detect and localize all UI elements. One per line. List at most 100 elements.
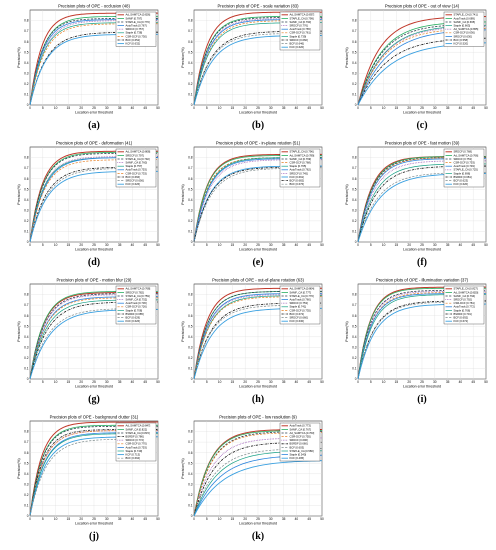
y-tick-label: 0.1 xyxy=(188,230,193,234)
y-tick-label: 0.6 xyxy=(24,40,29,44)
y-tick-label: 0.3 xyxy=(24,71,29,75)
x-tick-label: 10 xyxy=(382,380,386,384)
legend-entry: Staple [0.765] xyxy=(290,164,307,168)
x-tick-label: 30 xyxy=(105,106,109,110)
x-axis-label: Location error threshold xyxy=(239,248,277,252)
series-line xyxy=(29,293,158,380)
y-tick-label: 0 xyxy=(355,377,357,381)
legend-entry: Ad_SAMTCA [0.804] xyxy=(290,287,315,291)
x-tick-label: 5 xyxy=(206,243,208,247)
legend-entry: AutoTrack [0.767] xyxy=(126,24,147,28)
legend-entry: BCF [0.682] xyxy=(290,179,305,183)
legend-entry: BCF [0.652] xyxy=(126,38,141,42)
legend-entry: CSR-DCF [0.770] xyxy=(126,442,147,446)
panel-label: (k) xyxy=(252,531,264,542)
legend-entry: Ad_SAMTCA [0.763] xyxy=(290,431,315,435)
x-tick-label: 35 xyxy=(282,106,286,110)
legend-entry: BCF [0.558] xyxy=(454,38,469,42)
y-tick-label: 0.8 xyxy=(352,293,357,297)
legend: Ad_SAMTCA [0.768]SRDCF [0.782]STAPLE_CA … xyxy=(115,285,157,325)
x-tick-label: 50 xyxy=(484,380,488,384)
x-tick-label: 30 xyxy=(269,243,273,247)
x-tick-label: 45 xyxy=(307,243,311,247)
panel-label: (g) xyxy=(88,394,100,405)
y-tick-label: 0.4 xyxy=(24,198,29,202)
legend-entry: SRDCF [0.745] xyxy=(290,171,308,175)
legend: Ad_SAMTCA [0.837]STAPLE_CA [0.799]SAMF_C… xyxy=(279,11,321,51)
x-tick-label: 45 xyxy=(471,243,475,247)
x-tick-label: 5 xyxy=(206,517,208,521)
legend-entry: Staple [0.696] xyxy=(454,171,471,175)
legend-entry: STAPLE_CA [0.799] xyxy=(290,16,314,20)
y-tick-label: 0.7 xyxy=(352,303,357,307)
legend-entry: BCF [0.603] xyxy=(290,445,305,449)
x-tick-label: 35 xyxy=(118,517,122,521)
x-tick-label: 20 xyxy=(243,380,247,384)
x-tick-label: 50 xyxy=(484,243,488,247)
y-tick-label: 0.8 xyxy=(24,293,29,297)
y-tick-label: 0.8 xyxy=(188,19,193,23)
x-tick-label: 5 xyxy=(206,380,208,384)
legend-entry: CSR-DCF [0.730] xyxy=(126,34,147,38)
legend-entry: SRDCF [0.630] xyxy=(454,34,472,38)
series-line xyxy=(193,448,323,517)
x-tick-label: 45 xyxy=(307,380,311,384)
legend-entry: BCF [0.692] xyxy=(454,316,469,320)
x-tick-label: 20 xyxy=(243,106,247,110)
x-tick-label: 25 xyxy=(92,106,96,110)
x-tick-label: 30 xyxy=(105,517,109,521)
x-tick-label: 50 xyxy=(320,380,324,384)
y-tick-label: 0.6 xyxy=(352,314,357,318)
x-tick-label: 20 xyxy=(79,243,83,247)
x-tick-label: 0 xyxy=(193,243,195,247)
legend-entry: STAPLE_CA [0.725] xyxy=(454,168,478,172)
legend-entry: STAPLE_CA [0.580] xyxy=(290,449,314,453)
series-line xyxy=(357,25,487,106)
x-tick-label: 10 xyxy=(382,243,386,247)
legend-entry: BCF [0.666] xyxy=(126,175,141,179)
chart-title: Precision plots of OPE - out of view (14… xyxy=(385,4,460,9)
legend-entry: SAMF_CA [0.665] xyxy=(454,20,476,24)
x-tick-label: 30 xyxy=(433,243,437,247)
y-tick-label: 0.1 xyxy=(188,367,193,371)
y-tick-label: 0.8 xyxy=(24,430,29,434)
y-tick-label: 0.6 xyxy=(188,177,193,181)
legend-entry: Staple [0.739] xyxy=(290,34,307,38)
legend-entry: Staple [0.663] xyxy=(454,24,471,28)
y-tick-label: 0 xyxy=(27,377,29,381)
legend-entry: AutoTrack [0.753] xyxy=(126,445,147,449)
y-axis-label: Precision(%) xyxy=(17,47,21,67)
x-tick-label: 35 xyxy=(282,517,286,521)
series-line xyxy=(357,28,487,106)
y-tick-label: 0 xyxy=(191,377,193,381)
y-axis-label: Precision(%) xyxy=(345,47,349,67)
chart-panel: Precision plots of OPE - motion blur (29… xyxy=(17,278,160,406)
legend-entry: Ad_SAMTCA [0.655] xyxy=(454,27,479,31)
x-tick-label: 10 xyxy=(54,243,58,247)
x-tick-label: 20 xyxy=(407,243,411,247)
y-tick-label: 0.1 xyxy=(188,504,193,508)
y-tick-label: 0.4 xyxy=(24,335,29,339)
legend-entry: STAPLE_CA [0.741] xyxy=(454,13,478,17)
x-tick-label: 10 xyxy=(218,106,222,110)
x-tick-label: 30 xyxy=(269,106,273,110)
legend-entry: SRDCF [0.792] xyxy=(454,298,472,302)
legend-entry: SAMF_CA [0.790] xyxy=(290,20,312,24)
x-tick-label: 25 xyxy=(256,106,260,110)
legend-entry: SAMF_CA [0.769] xyxy=(290,157,312,161)
y-tick-label: 0 xyxy=(191,514,193,518)
y-tick-label: 0.3 xyxy=(24,345,29,349)
x-tick-label: 35 xyxy=(446,106,450,110)
chart-panel: Precision plots of OPE - out of view (14… xyxy=(345,4,488,132)
series-line xyxy=(193,460,323,517)
legend-entry: Ad_SAMTCA [0.847] xyxy=(126,424,151,428)
y-axis-label: Precision(%) xyxy=(17,184,21,204)
legend-entry: KCF [0.626] xyxy=(126,319,141,323)
chart-panel: Precision plots of OPE - out-of-plane ro… xyxy=(181,278,324,406)
legend-entry: KCF [0.632] xyxy=(126,42,141,46)
legend-entry: CSR-DCF [0.733] xyxy=(126,171,147,175)
x-tick-label: 5 xyxy=(370,243,372,247)
legend: Ad_SAMTCA [0.826]SAMF [0.797]STAPLE_CA [… xyxy=(115,11,157,47)
x-tick-label: 5 xyxy=(370,106,372,110)
legend-entry: AutoTrack [0.753] xyxy=(126,168,147,172)
